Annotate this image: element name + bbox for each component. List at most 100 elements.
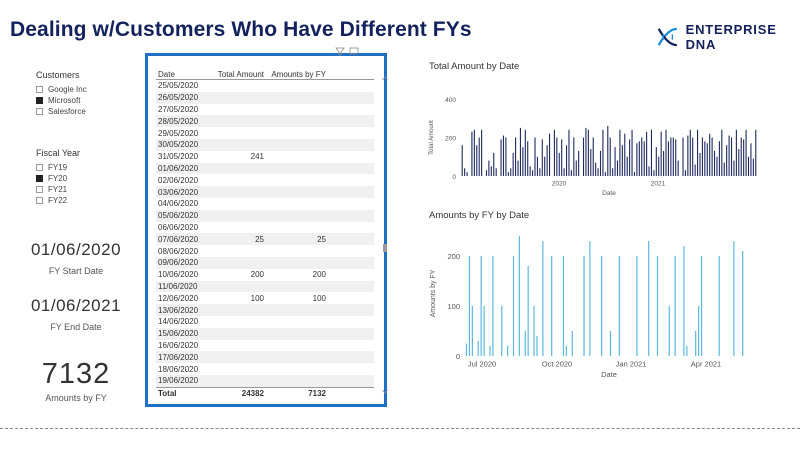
bar <box>745 129 747 176</box>
checkbox[interactable] <box>36 186 43 193</box>
fy-end-label: FY End Date <box>50 322 102 332</box>
x-axis-label: Date <box>602 190 616 197</box>
table-header: Date Total Amount Amounts by FY <box>156 64 374 80</box>
table-row[interactable]: 05/06/2020 <box>156 209 374 222</box>
bar <box>524 331 526 356</box>
table-row[interactable]: 12/06/2020 100 100 <box>156 292 374 304</box>
bar <box>709 133 711 176</box>
cell-date: 30/05/2020 <box>158 140 199 150</box>
cell-date: 11/06/2020 <box>158 281 198 291</box>
table-row[interactable]: 25/05/2020 <box>156 80 374 92</box>
table-row[interactable]: 11/06/2020 <box>156 280 374 293</box>
bar <box>648 166 650 177</box>
bar <box>582 137 585 176</box>
bar <box>674 256 676 356</box>
table-row[interactable]: 30/05/2020 <box>156 138 374 151</box>
table-row[interactable]: 29/05/2020 <box>156 127 374 139</box>
bar <box>524 129 526 176</box>
bar <box>480 256 482 356</box>
bar <box>473 129 475 176</box>
cell-date: 08/06/2020 <box>158 246 199 256</box>
bar <box>616 160 619 176</box>
total-amount-chart[interactable]: 0 200 400 Total Amount 2020 2021 Date <box>425 76 765 206</box>
bar <box>512 256 515 356</box>
table-row[interactable]: 03/06/2020 <box>156 186 374 198</box>
slicer-item-fy22[interactable]: FY22 <box>36 195 80 206</box>
bar <box>478 137 480 176</box>
cell-date: 28/05/2020 <box>158 116 199 126</box>
table-row[interactable]: 14/06/2020 <box>156 316 374 328</box>
table-row[interactable]: 08/06/2020 <box>156 245 374 257</box>
bar <box>570 170 572 176</box>
table-row[interactable]: 13/06/2020 <box>156 304 374 316</box>
table-row[interactable]: 17/06/2020 <box>156 351 374 364</box>
slicer-item-microsoft[interactable]: Microsoft <box>36 95 87 106</box>
bar <box>597 168 599 176</box>
bar <box>604 172 606 176</box>
table-row[interactable]: 04/06/2020 <box>156 198 374 210</box>
slicer-item-label: FY20 <box>48 174 68 183</box>
table-row[interactable]: 07/06/2020 25 25 <box>156 233 374 246</box>
y-axis-label: Total Amount <box>429 120 435 155</box>
fy-end-value: 01/06/2021 <box>30 296 122 315</box>
table-row[interactable]: 16/06/2020 <box>156 340 374 352</box>
bar <box>667 141 669 176</box>
checkbox[interactable] <box>36 164 43 171</box>
checkbox[interactable] <box>36 197 43 204</box>
checkbox[interactable] <box>36 108 43 115</box>
bar <box>619 129 621 176</box>
table-row[interactable]: 06/06/2020 <box>156 222 374 234</box>
bar <box>750 143 752 176</box>
bar <box>518 236 520 356</box>
bar <box>532 170 534 176</box>
focus-mode-icon[interactable] <box>349 47 359 55</box>
bar <box>507 346 509 356</box>
bar <box>546 145 548 176</box>
bar <box>489 346 491 356</box>
slicer-item-fy21[interactable]: FY21 <box>36 184 80 195</box>
bar <box>527 141 529 176</box>
bar <box>752 158 754 176</box>
divider <box>0 428 800 429</box>
y-tick-label: 400 <box>445 97 456 104</box>
slicer-item-fy20[interactable]: FY20 <box>36 173 80 184</box>
table-scrollbar[interactable] <box>382 76 388 396</box>
cell-date: 03/06/2020 <box>158 187 199 197</box>
cell-date: 07/06/2020 <box>158 234 199 244</box>
header-total-amount[interactable]: Total Amount <box>217 70 264 79</box>
slicer-item-google[interactable]: Google Inc <box>36 84 87 95</box>
header-amounts-by-fy[interactable]: Amounts by FY <box>271 70 326 79</box>
y-tick-label: 0 <box>452 174 456 181</box>
amounts-by-fy-chart[interactable]: 0 100 200 Amounts by FY Jul 2020 Oct 2020 Jan … <box>425 226 765 384</box>
bar <box>544 156 546 176</box>
table-row[interactable]: 10/06/2020 200 200 <box>156 269 374 281</box>
table-row[interactable]: 18/06/2020 <box>156 363 374 375</box>
table-row[interactable]: 15/06/2020 <box>156 327 374 340</box>
checkbox-checked[interactable] <box>36 175 43 182</box>
filter-icon[interactable] <box>335 47 345 56</box>
table-visual[interactable]: Date Total Amount Amounts by FY 25/05/20… <box>145 47 388 407</box>
header-date[interactable]: Date <box>158 70 175 79</box>
table-row[interactable]: 26/05/2020 <box>156 91 374 104</box>
bar <box>636 256 638 356</box>
table-row[interactable]: 28/05/2020 <box>156 115 374 128</box>
table-row[interactable]: 19/06/2020 <box>156 374 374 387</box>
checkbox-checked[interactable] <box>36 97 43 104</box>
bar <box>558 152 560 176</box>
table-row[interactable]: 02/06/2020 <box>156 174 374 186</box>
bar <box>631 129 633 176</box>
table-row[interactable]: 01/06/2020 <box>156 162 374 175</box>
bar <box>515 137 517 176</box>
bar <box>589 241 591 356</box>
bar <box>529 166 531 177</box>
dna-icon <box>657 27 677 47</box>
table-row[interactable]: 09/06/2020 <box>156 256 374 269</box>
table-row[interactable]: 27/05/2020 <box>156 104 374 116</box>
slicer-item-salesforce[interactable]: Salesforce <box>36 106 87 117</box>
bar <box>618 256 620 356</box>
checkbox[interactable] <box>36 86 43 93</box>
slicer-item-fy19[interactable]: FY19 <box>36 162 80 173</box>
table-row[interactable]: 31/05/2020 241 <box>156 151 374 163</box>
chart-title-total-amount: Total Amount by Date <box>429 61 520 72</box>
bar <box>626 156 628 176</box>
